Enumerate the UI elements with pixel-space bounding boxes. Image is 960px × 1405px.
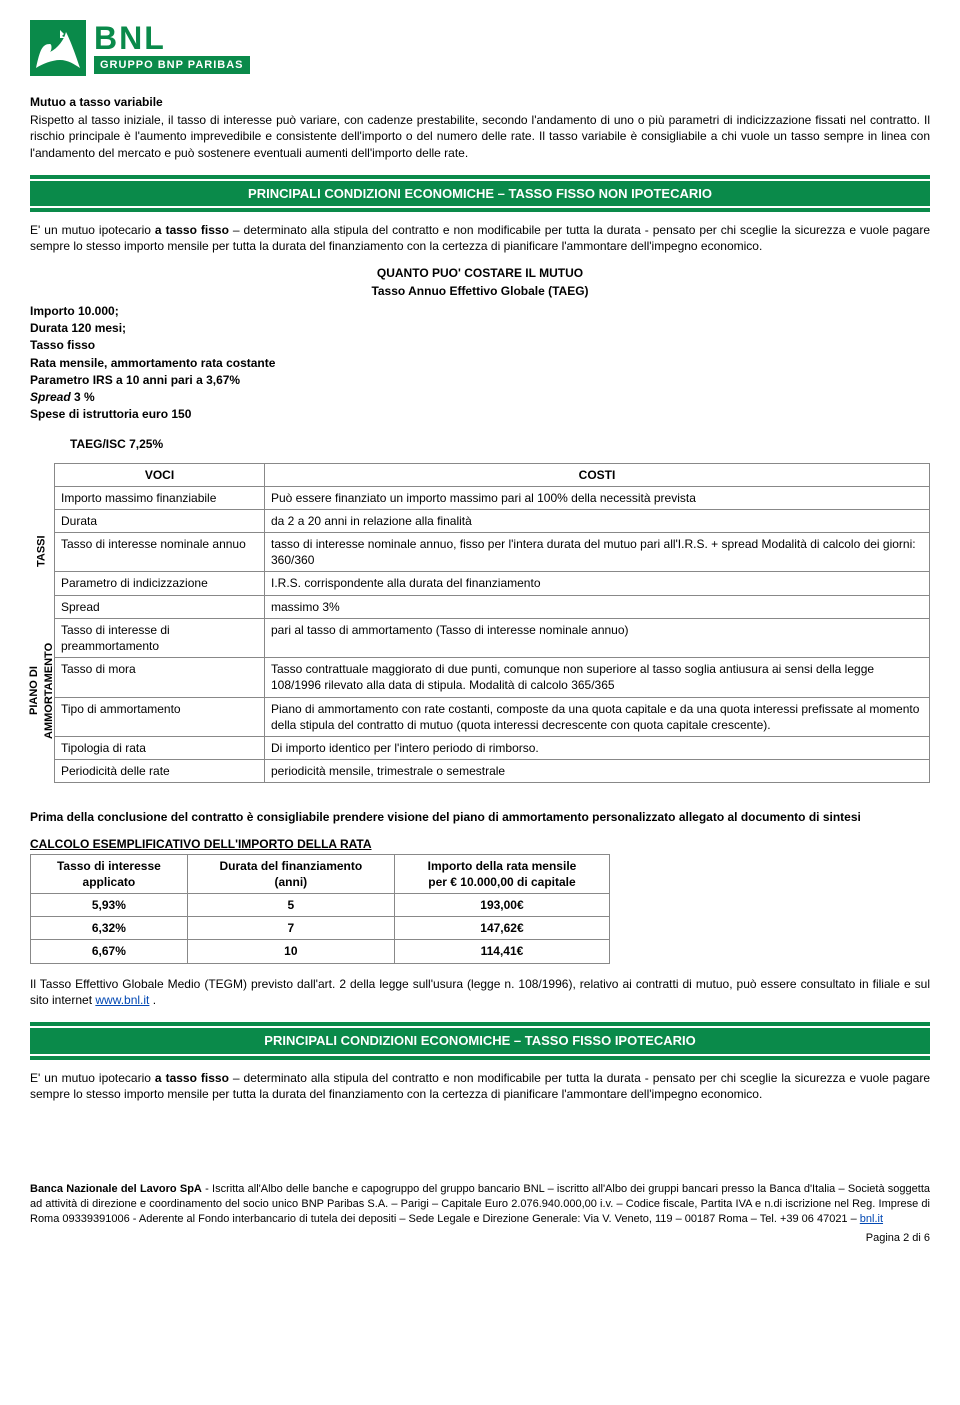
intro-heading: Mutuo a tasso variabile bbox=[30, 94, 930, 110]
th-interest: Tasso di interesseapplicato bbox=[31, 854, 188, 893]
calc-title: CALCOLO ESEMPLIFICATIVO DELL'IMPORTO DEL… bbox=[30, 836, 930, 852]
logo-subtitle: GRUPPO BNP PARIBAS bbox=[94, 56, 250, 75]
th-duration: Durata del finanziamento(anni) bbox=[187, 854, 394, 893]
table-row: Importo massimo finanziabilePuò essere f… bbox=[55, 486, 930, 509]
cost-block: QUANTO PUO' COSTARE IL MUTUO Tasso Annuo… bbox=[30, 265, 930, 453]
bnl-link[interactable]: www.bnl.it bbox=[95, 993, 149, 1007]
banner-1-title: PRINCIPALI CONDIZIONI ECONOMICHE – TASSO… bbox=[30, 181, 930, 207]
table-header-row: VOCI COSTI bbox=[55, 463, 930, 486]
table-row: Tipo di ammortamentoPiano di ammortament… bbox=[55, 697, 930, 736]
th-costi: COSTI bbox=[265, 463, 930, 486]
table-row: Periodicità delle rateperiodicità mensil… bbox=[55, 760, 930, 783]
cost-title-2: Tasso Annuo Effettivo Globale (TAEG) bbox=[30, 283, 930, 299]
note-text: Prima della conclusione del contratto è … bbox=[30, 809, 930, 825]
th-voci: VOCI bbox=[55, 463, 265, 486]
vlabel-tassi: TASSI bbox=[30, 463, 54, 639]
cost-params: Importo 10.000; Durata 120 mesi; Tasso f… bbox=[30, 303, 930, 422]
th-amount: Importo della rata mensileper € 10.000,0… bbox=[394, 854, 609, 893]
table-row: Tipologia di rataDi importo identico per… bbox=[55, 736, 930, 759]
cost-title-1: QUANTO PUO' COSTARE IL MUTUO bbox=[30, 265, 930, 281]
footer-bnl-link[interactable]: bnl.it bbox=[860, 1213, 883, 1225]
table-header-row: Tasso di interesseapplicato Durata del f… bbox=[31, 854, 610, 893]
banner-1: PRINCIPALI CONDIZIONI ECONOMICHE – TASSO… bbox=[30, 175, 930, 213]
table-row: Spreadmassimo 3% bbox=[55, 595, 930, 618]
banner-2: PRINCIPALI CONDIZIONI ECONOMICHE – TASSO… bbox=[30, 1022, 930, 1060]
bnl-logo-icon bbox=[30, 20, 86, 76]
footer: Banca Nazionale del Lavoro SpA - Iscritt… bbox=[30, 1182, 930, 1227]
desc-1: E' un mutuo ipotecario a tasso fisso – d… bbox=[30, 222, 930, 254]
page-number: Pagina 2 di 6 bbox=[30, 1231, 930, 1246]
table-row: 6,67%10114,41€ bbox=[31, 940, 610, 963]
logo-block: BNL GRUPPO BNP PARIBAS bbox=[30, 20, 930, 76]
table-row: 5,93%5193,00€ bbox=[31, 894, 610, 917]
table-row: Tasso di moraTasso contrattuale maggiora… bbox=[55, 658, 930, 697]
conditions-table-wrap: TASSI PIANO DI AMMORTAMENTO VOCI COSTI I… bbox=[30, 463, 930, 784]
taeg-value: TAEG/ISC 7,25% bbox=[70, 436, 930, 452]
banner-2-title: PRINCIPALI CONDIZIONI ECONOMICHE – TASSO… bbox=[30, 1028, 930, 1054]
table-row: Tasso di interesse nominale annuotasso d… bbox=[55, 533, 930, 572]
logo-bnl-label: BNL bbox=[94, 22, 250, 54]
desc-2: E' un mutuo ipotecario a tasso fisso – d… bbox=[30, 1070, 930, 1102]
conditions-table: VOCI COSTI Importo massimo finanziabileP… bbox=[54, 463, 930, 784]
table-row: Parametro di indicizzazioneI.R.S. corris… bbox=[55, 572, 930, 595]
table-row: Tasso di interesse di preammortamentopar… bbox=[55, 618, 930, 657]
table-row: 6,32%7147,62€ bbox=[31, 917, 610, 940]
table-row: Duratada 2 a 20 anni in relazione alla f… bbox=[55, 509, 930, 532]
vlabel-piano: PIANO DI AMMORTAMENTO bbox=[30, 639, 54, 743]
intro-text: Rispetto al tasso iniziale, il tasso di … bbox=[30, 112, 930, 161]
logo-text: BNL GRUPPO BNP PARIBAS bbox=[94, 22, 250, 75]
calc-table: Tasso di interesseapplicato Durata del f… bbox=[30, 854, 610, 964]
tegm-text: Il Tasso Effettivo Globale Medio (TEGM) … bbox=[30, 976, 930, 1008]
